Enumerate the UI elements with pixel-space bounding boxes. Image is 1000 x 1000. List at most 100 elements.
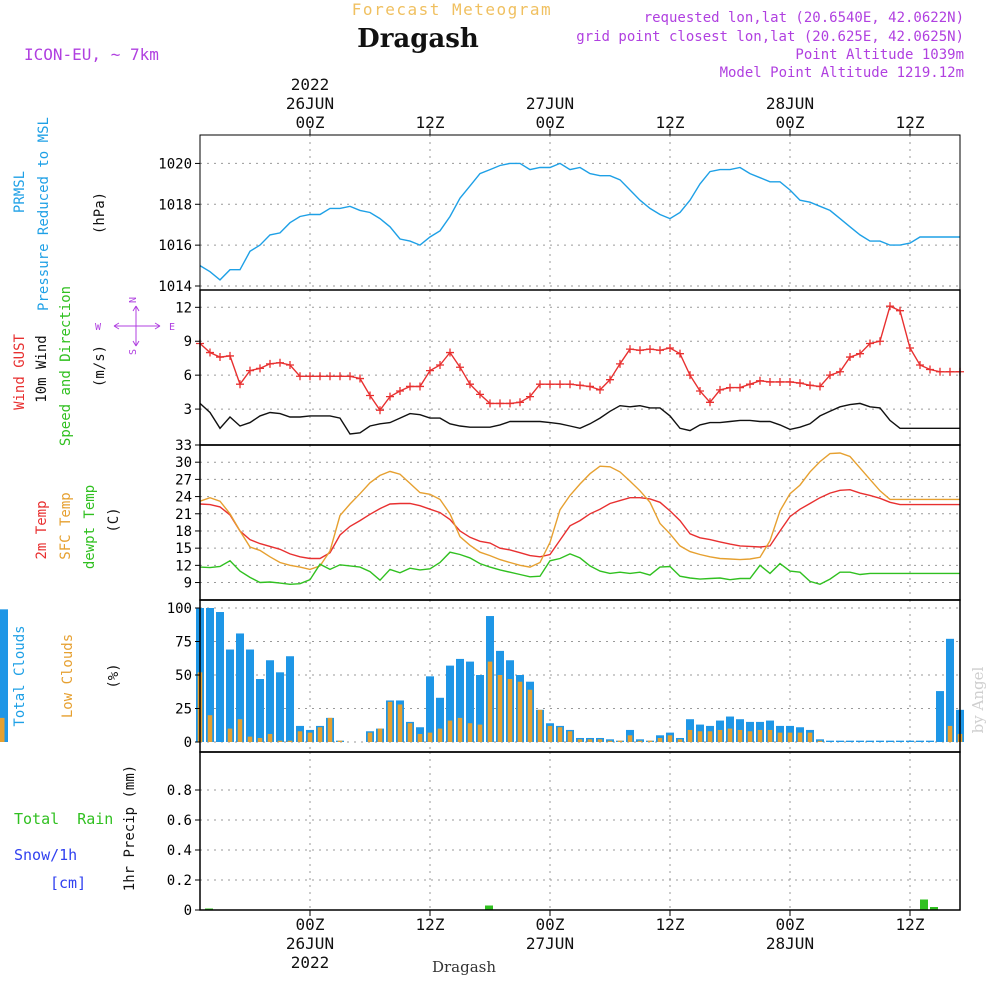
bar-low-clouds [797,732,803,742]
gust-marker [556,380,564,389]
gust-marker [896,306,904,315]
bar-low-clouds [267,733,273,742]
snow-label: Snow/1h [14,846,77,864]
gust-marker [436,360,444,369]
bar-low-clouds [627,735,633,742]
gust-marker [496,399,504,408]
bar-low-clouds [577,739,583,742]
gust-marker [776,377,784,386]
bar-total-rain [485,905,493,910]
bar-total-clouds [446,665,454,742]
y-tick-label: 9 [184,576,192,592]
gust-marker [326,372,334,381]
bar-low-clouds [477,724,483,742]
gust-marker [206,348,214,357]
gust-marker [636,346,644,355]
gust-marker [596,385,604,394]
bar-low-clouds [947,725,953,742]
y-tick-label: 0.4 [167,843,192,859]
gust-marker [626,345,634,354]
bar-low-clouds [617,740,623,742]
gust-marker [806,381,814,390]
bar-total-clouds [866,740,874,742]
cloud-label-low: Low Clouds [60,634,76,718]
bar-low-clouds [227,728,233,742]
gust-marker [296,372,304,381]
y-tick-label: 33 [175,438,192,454]
compass-rose: N W E S [95,297,175,355]
wind-unit: (m/s) [92,345,108,387]
time-label-top: 12Z [416,113,445,132]
gust-marker [386,392,394,401]
gust-marker [846,353,854,362]
gust-marker [236,380,244,389]
bar-low-clouds [567,731,573,742]
y-tick-label: 100 [167,601,192,617]
gust-marker [446,348,454,357]
compass-arrows [113,305,161,347]
series-line-sfc-temp [199,452,960,571]
gust-marker [396,386,404,395]
time-label-bottom: 00Z [776,915,805,934]
gust-marker [526,392,534,401]
bar-low-clouds [307,732,313,742]
bar-total-clouds [926,740,934,742]
bar-total-clouds [906,740,914,742]
time-label-bottom: 00Z [296,915,325,934]
gust-marker [646,345,654,354]
bar-total-clouds [276,672,284,742]
gust-marker [936,367,944,376]
gust-marker [606,375,614,384]
bar-low-clouds [607,740,613,742]
time-label-top: 12Z [656,113,685,132]
gust-marker [286,360,294,369]
y-tick-label: 12 [175,558,192,574]
gust-marker [866,339,874,348]
panel-frame [199,444,961,601]
bar-low-clouds [467,723,473,742]
gust-marker [466,380,474,389]
series-line-2m-temp [199,488,960,560]
cloud-unit: (%) [106,663,122,688]
requested-lonlat: requested lon,lat (20.6540E, 42.0622N) [644,10,964,26]
bar-low-clouds [717,729,723,742]
snow-unit: [cm] [50,874,86,892]
gust-marker [746,380,754,389]
y-tick-label: 9 [184,334,192,350]
gust-marker [316,372,324,381]
time-label-bottom: 28JUN [766,934,814,953]
bar-low-clouds [727,728,733,742]
y-tick-label: 1016 [158,238,192,254]
bar-low-clouds [457,717,463,742]
bar-low-clouds [787,732,793,742]
gust-marker [476,390,484,399]
gust-marker [816,382,824,391]
bar-low-clouds [487,661,493,742]
wind-label-10m: 10m Wind [34,335,50,402]
gust-marker [786,377,794,386]
bar-low-clouds [777,732,783,742]
gust-marker [216,353,224,362]
gust-marker [886,302,894,311]
compass-w: W [95,322,102,333]
gust-marker [516,398,524,407]
bar-low-clouds [417,733,423,742]
bar-low-clouds [557,727,563,742]
bar-low-clouds [687,729,693,742]
gust-marker [376,406,384,415]
bar-total-rain [930,907,938,910]
gust-marker [946,367,954,376]
gust-marker [276,358,284,367]
gust-marker [616,359,624,368]
y-tick-label: 1018 [158,197,192,213]
gust-marker [226,351,234,360]
gust-marker [566,380,574,389]
cloud-label-total: Total Clouds [12,625,28,726]
bar-total-clouds [0,609,8,742]
time-label-bottom: 12Z [656,915,685,934]
y-tick-label: 18 [175,524,192,540]
series-line-wind-gust [199,305,960,412]
series-line-10m-wind [199,402,960,435]
pressure-unit: (hPa) [92,192,108,234]
